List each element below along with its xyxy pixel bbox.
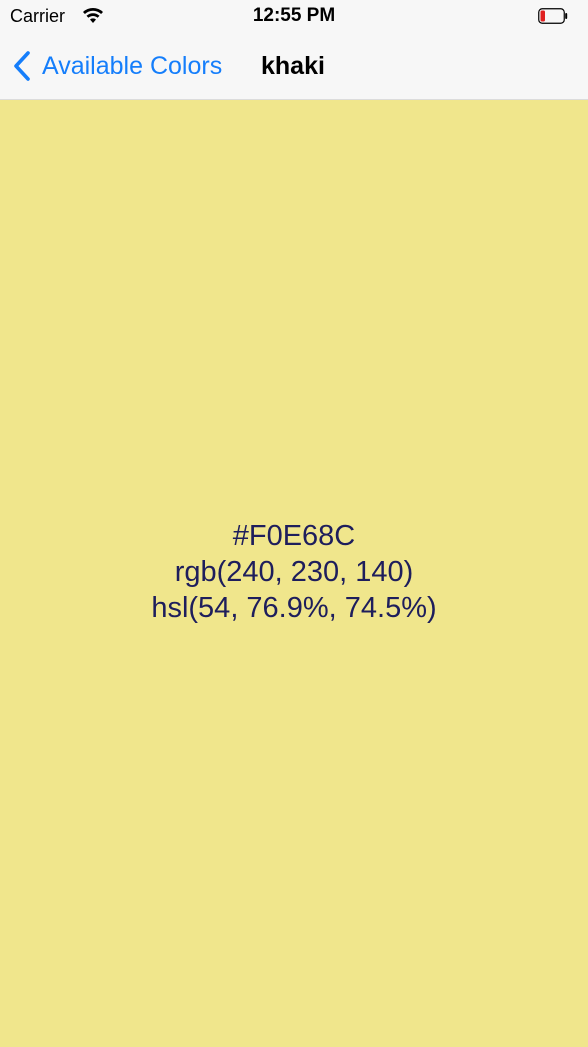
battery-icon <box>538 8 568 24</box>
hsl-value: hsl(54, 76.9%, 74.5%) <box>151 592 437 624</box>
rgb-value: rgb(240, 230, 140) <box>174 556 414 588</box>
page-title: khaki <box>261 52 325 80</box>
color-values: #F0E68C rgb(240, 230, 140) hsl(54, 76.9%… <box>0 518 588 626</box>
top-bar: Carrier 12:55 PM Available Colors khaki <box>0 0 588 100</box>
chevron-left-icon <box>14 51 30 81</box>
back-button-label: Available Colors <box>42 51 223 80</box>
carrier-label: Carrier <box>10 6 66 26</box>
wifi-icon <box>83 8 103 23</box>
navigation-bar: Available Colors khaki <box>0 34 588 100</box>
status-bar: Carrier 12:55 PM <box>0 0 588 34</box>
clock: 12:55 PM <box>252 5 336 26</box>
back-button[interactable]: Available Colors <box>12 48 222 84</box>
hex-value: #F0E68C <box>232 520 356 552</box>
